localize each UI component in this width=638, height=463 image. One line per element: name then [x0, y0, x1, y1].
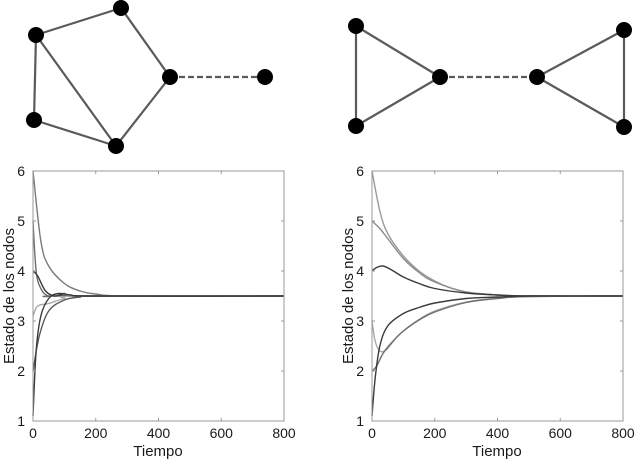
series-layer	[371, 170, 624, 417]
y-axis-label: Estado de los nodos	[340, 228, 357, 364]
edge	[35, 6, 122, 37]
series-line-node-1	[32, 170, 285, 297]
graph-node	[529, 69, 545, 85]
series-line-node-5	[32, 295, 285, 372]
graph-node	[257, 69, 273, 85]
y-tick-label: 3	[17, 313, 25, 329]
y-tick-label: 2	[356, 363, 364, 379]
y-tick-label: 4	[356, 263, 364, 279]
series-line-node-3	[371, 265, 624, 297]
x-axis-label: Tiempo	[133, 443, 182, 460]
graph-node	[26, 112, 42, 128]
x-tick-label: 600	[210, 425, 234, 441]
series-line-node-6	[32, 292, 285, 417]
graph-node	[162, 69, 178, 85]
series-line-node-3	[32, 270, 285, 297]
edge	[32, 34, 38, 121]
series-line-node-4	[371, 295, 624, 353]
x-tick-label: 0	[368, 425, 376, 441]
x-tick-label: 800	[611, 425, 635, 441]
y-tick-label: 6	[356, 163, 364, 179]
edge	[115, 76, 171, 147]
x-tick-label: 600	[549, 425, 573, 441]
x-tick-label: 800	[272, 425, 296, 441]
edge	[355, 25, 441, 78]
series-layer	[32, 170, 285, 417]
network-graph-left	[26, 0, 273, 154]
x-tick-label: 400	[147, 425, 171, 441]
y-tick-label: 2	[17, 363, 25, 379]
graph-node	[616, 22, 632, 38]
plot-left: 0 200 400 600 800 1 2 3 4 5 6 Tiempo Estado de los…	[1, 163, 296, 460]
graph-node	[108, 138, 124, 154]
edge	[120, 7, 171, 78]
edge	[33, 118, 117, 148]
graph-node	[113, 0, 129, 16]
axes: 0 200 400 600 800 1 2 3 4 5 6	[356, 163, 635, 441]
series-line-node-2	[371, 220, 624, 297]
edge	[536, 76, 625, 128]
graph-node	[432, 69, 448, 85]
axes: 0 200 400 600 800 1 2 3 4 5 6	[17, 163, 296, 441]
y-tick-label: 4	[17, 263, 25, 279]
y-tick-label: 6	[17, 163, 25, 179]
y-tick-label: 1	[17, 413, 25, 429]
x-tick-label: 400	[486, 425, 510, 441]
series-line-node-1	[371, 170, 624, 297]
y-tick-label: 5	[17, 213, 25, 229]
network-graph-right	[348, 18, 632, 135]
edge	[536, 29, 625, 78]
edge	[35, 34, 117, 147]
edge	[355, 76, 441, 127]
y-axis-label: Estado de los nodos	[1, 228, 18, 364]
x-tick-label: 200	[423, 425, 447, 441]
y-tick-label: 5	[356, 213, 364, 229]
y-tick-label: 1	[356, 413, 364, 429]
plot-right: 0 200 400 600 800 1 2 3 4 5 6 Tiempo Estado de los…	[340, 163, 635, 460]
x-tick-label: 0	[29, 425, 37, 441]
graph-node	[348, 118, 364, 134]
series-line-node-6	[371, 295, 624, 417]
x-tick-label: 200	[84, 425, 108, 441]
x-axis-label: Tiempo	[472, 443, 521, 460]
graph-node	[28, 27, 44, 43]
graph-node	[348, 18, 364, 34]
series-line-node-2	[32, 220, 284, 298]
series-line-node-5	[371, 295, 624, 372]
graph-node	[616, 119, 632, 135]
y-tick-label: 3	[356, 313, 364, 329]
